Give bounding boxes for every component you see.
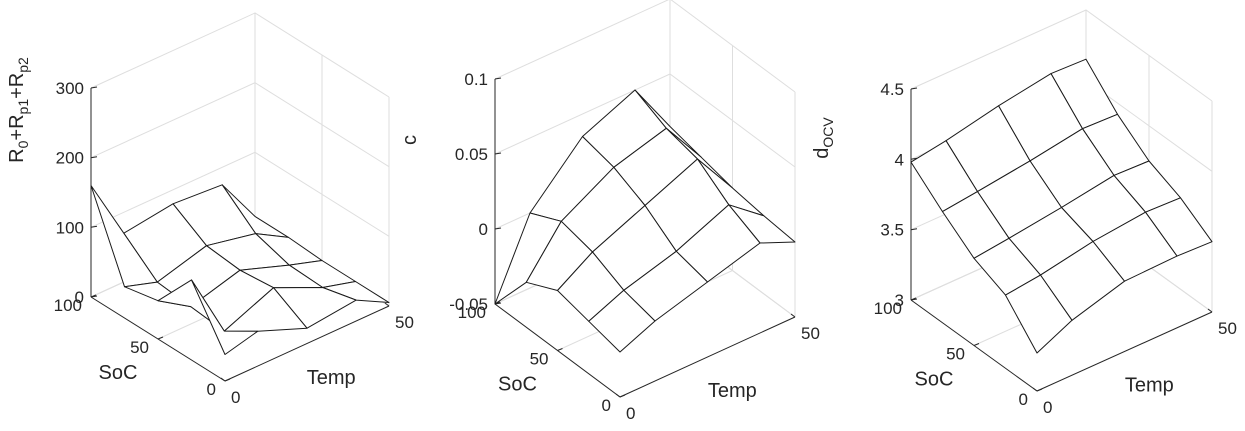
y-tick-mark [557, 348, 563, 351]
y-tick-label: 50 [130, 338, 149, 357]
y-tick-label: 100 [54, 296, 82, 315]
z-tick-mark [494, 77, 502, 80]
x-tick-mark [790, 313, 796, 318]
x-tick-mark [615, 393, 621, 398]
z-tick-label: 0.05 [455, 145, 488, 164]
z-tick-mark [494, 152, 502, 155]
y-tick-mark [90, 294, 97, 298]
y-axis-label: SoC [915, 369, 954, 391]
z-tick-label: -0.05 [449, 295, 488, 314]
surface-mesh [494, 89, 796, 353]
x-axis-line [224, 305, 390, 382]
x-tick-mark [220, 377, 226, 382]
surface-patch [1005, 274, 1073, 354]
surface-patch [191, 279, 259, 355]
x-tick-mark [384, 302, 390, 307]
x-tick-label: 0 [231, 388, 240, 407]
z-tick-label: 4 [895, 150, 904, 169]
surface-mesh [90, 184, 390, 355]
grid-line [90, 12, 390, 98]
surface-plot-2: -0.05 0 0.05 0.1 0 50 100 0 50 Temp SoC c [399, 0, 820, 423]
x-tick-label: 50 [395, 313, 414, 332]
y-axis-label: SoC [498, 374, 537, 396]
y-axis-label: SoC [99, 362, 138, 384]
y-tick-label: 50 [946, 345, 965, 364]
tick-labels: 3 3.5 4 4.5 0 50 100 0 50 [874, 80, 1237, 417]
z-tick-label: 100 [56, 218, 84, 237]
y-tick-label: 100 [458, 303, 486, 322]
x-tick-label: 0 [1043, 398, 1052, 417]
z-tick-mark [90, 86, 98, 89]
y-tick-label: 0 [1019, 390, 1028, 409]
x-tick-label: 0 [626, 404, 635, 423]
z-tick-label: 300 [56, 79, 84, 98]
y-tick-label: 0 [602, 396, 611, 415]
x-axis-label: Temp [1125, 375, 1174, 397]
x-axis-label: Temp [307, 367, 356, 389]
z-tick-mark [494, 227, 502, 230]
x-tick-label: 50 [1218, 319, 1237, 338]
y-tick-mark [1036, 388, 1043, 392]
x-axis-line [619, 316, 796, 398]
z-tick-mark [90, 156, 98, 159]
y-tick-mark [973, 343, 980, 346]
surface-patch [588, 289, 656, 353]
z-tick-label: 3.5 [880, 221, 904, 240]
surface-mesh [910, 58, 1213, 354]
y-tick-mark [224, 378, 231, 382]
grid-line [90, 82, 390, 168]
z-tick-mark [910, 228, 918, 231]
y-tick-label: 100 [874, 299, 902, 318]
y-tick-label: 50 [530, 350, 549, 369]
x-tick-mark [1032, 387, 1038, 392]
z-axis-label: c [399, 135, 421, 145]
z-tick-label: 0 [75, 288, 84, 307]
z-tick-label: 0 [479, 220, 488, 239]
y-tick-mark [619, 394, 626, 398]
x-axis-line [1036, 311, 1213, 392]
z-tick-label: 200 [56, 149, 84, 168]
y-tick-label: 0 [207, 380, 216, 399]
grid-line [494, 0, 796, 93]
z-tick-mark [90, 225, 98, 228]
y-tick-mark [157, 336, 164, 340]
surface-plot-3: 3 3.5 4 4.5 0 50 100 0 50 Temp SoC dOCV [811, 9, 1237, 417]
tick-labels: -0.05 0 0.05 0.1 0 50 100 0 50 [449, 70, 820, 423]
y-tick-mark [910, 297, 917, 301]
z-tick-label: 3 [895, 291, 904, 310]
z-axis-label: dOCV [811, 117, 836, 159]
x-axis-label: Temp [708, 380, 757, 402]
z-tick-label: 0.1 [464, 70, 488, 89]
z-tick-label: 4.5 [880, 80, 904, 99]
z-axis-label: R0+Rp1+Rp2 [6, 57, 31, 163]
x-tick-label: 50 [801, 324, 820, 343]
x-tick-mark [1207, 308, 1213, 313]
z-tick-mark [910, 87, 918, 90]
